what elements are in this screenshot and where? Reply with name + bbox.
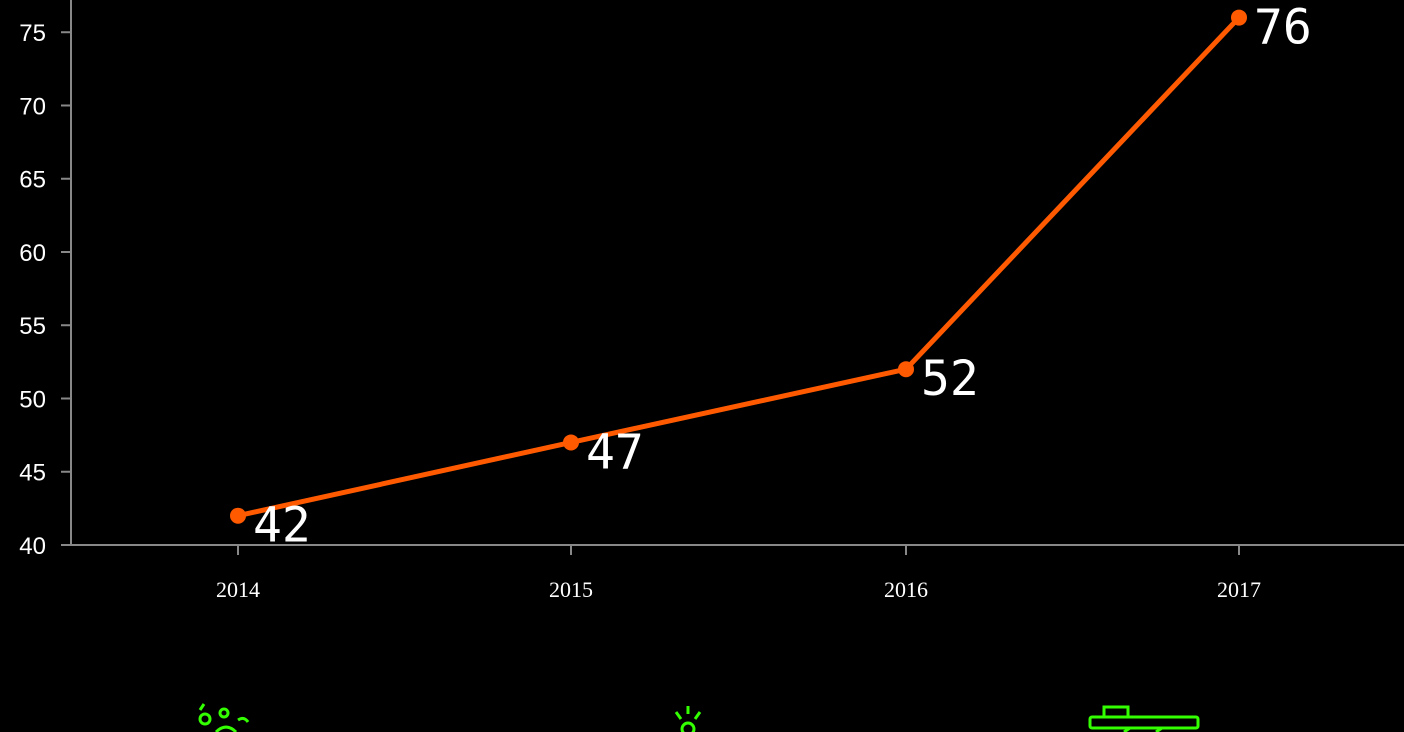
data-labels: 42 47 52 76 [253, 0, 1312, 554]
x-tick-label: 2016 [884, 577, 928, 602]
data-point [230, 507, 246, 524]
y-tick-label: 40 [19, 533, 46, 560]
y-tick-label: 65 [19, 167, 46, 194]
data-label: 76 [1254, 0, 1312, 56]
y-axis-ticks: 40 45 50 55 60 65 70 75 [19, 20, 71, 560]
data-point [563, 434, 579, 451]
data-label: 47 [586, 424, 644, 480]
data-label: 52 [921, 351, 979, 407]
data-points [230, 9, 1247, 524]
tank-icon [1088, 705, 1200, 732]
data-point [898, 361, 914, 378]
icon-row [198, 703, 1200, 732]
x-tick-label: 2017 [1217, 577, 1261, 602]
data-point [1231, 9, 1247, 26]
data-label: 42 [253, 498, 311, 554]
series-line [237, 15, 1241, 519]
x-axis-ticks: 2014 2015 2016 2017 [216, 545, 1261, 602]
x-tick-label: 2014 [216, 577, 260, 602]
y-tick-label: 55 [19, 313, 46, 340]
y-tick-label: 70 [19, 93, 46, 120]
lightbulb-icon [674, 706, 702, 732]
y-tick-label: 50 [19, 386, 46, 413]
y-tick-label: 75 [19, 20, 46, 47]
people-group-icon [198, 703, 250, 732]
x-tick-label: 2015 [549, 577, 593, 602]
y-tick-label: 45 [19, 460, 46, 487]
y-tick-label: 60 [19, 240, 46, 267]
